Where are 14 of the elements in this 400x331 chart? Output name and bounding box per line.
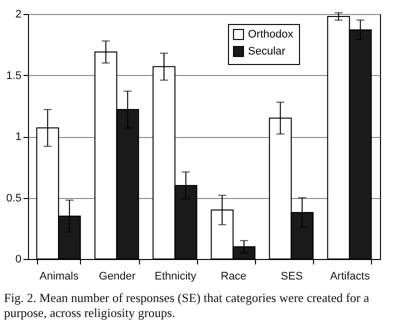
x-tick-label: Animals (39, 270, 80, 282)
x-tick-label: SES (280, 270, 303, 282)
y-tick-label: 1 (15, 131, 22, 143)
legend-label: Secular (248, 46, 286, 58)
x-tick-label: Race (220, 270, 246, 282)
x-tick-label: Artifacts (330, 270, 370, 282)
y-tick-label: 1.5 (6, 70, 22, 82)
x-tick-label: Gender (98, 270, 136, 282)
y-tick-label: 0.5 (6, 192, 22, 204)
legend-label: Orthodox (248, 28, 294, 40)
x-tick-label: Ethnicity (154, 270, 197, 282)
y-tick-label: 0 (15, 254, 22, 266)
caption: Fig. 2. Mean number of responses (SE) that categories were created for a purpose, across religiosity groups. (4, 291, 370, 321)
y-tick-label: 2 (15, 8, 22, 20)
